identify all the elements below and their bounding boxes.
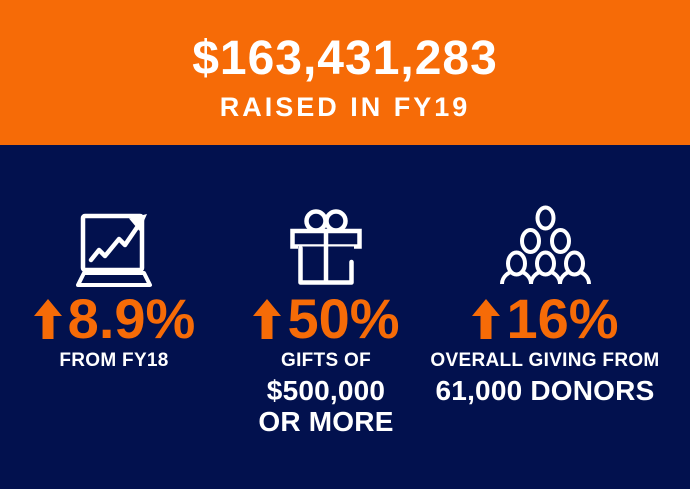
stat-value-row: 8.9% — [33, 287, 196, 350]
stat-label-small: FROM FY18 — [59, 350, 169, 371]
stat-label-small: OVERALL GIVING FROM — [430, 350, 660, 371]
stat-overall-giving: 16% OVERALL GIVING FROM 61,000 DONORS — [424, 145, 690, 489]
stat-major-gifts: 50% GIFTS OF $500,000 OR MORE — [228, 145, 424, 489]
up-arrow-icon — [33, 299, 62, 339]
growth-chart-icon — [70, 205, 158, 287]
stat-label-small: GIFTS OF — [280, 350, 371, 371]
stat-label-large: $500,000 — [266, 375, 386, 406]
raised-amount: $163,431,283 — [192, 32, 498, 85]
up-arrow-icon — [472, 299, 501, 339]
raised-subtitle: RAISED IN FY19 — [219, 92, 471, 122]
stat-value: 16% — [506, 287, 619, 350]
gift-icon — [286, 205, 366, 287]
stat-value: 8.9% — [67, 287, 196, 350]
stat-label-large: 61,000 DONORS — [435, 375, 655, 406]
stat-label-large: OR MORE — [258, 406, 394, 437]
up-arrow-icon — [253, 299, 282, 339]
stat-value-row: 50% — [252, 287, 400, 350]
donors-group-icon-svg — [499, 205, 591, 285]
stats-section: 8.9% FROM FY18 50% — [0, 145, 690, 489]
stat-value-row: 16% — [471, 287, 619, 350]
donors-group-icon — [498, 205, 593, 287]
gift-icon-svg — [290, 209, 362, 285]
hero-banner: $163,431,283 RAISED IN FY19 — [0, 0, 690, 145]
growth-chart-icon-svg — [76, 213, 152, 287]
stat-growth-from-fy18: 8.9% FROM FY18 — [0, 145, 228, 489]
stat-value: 50% — [287, 287, 400, 350]
